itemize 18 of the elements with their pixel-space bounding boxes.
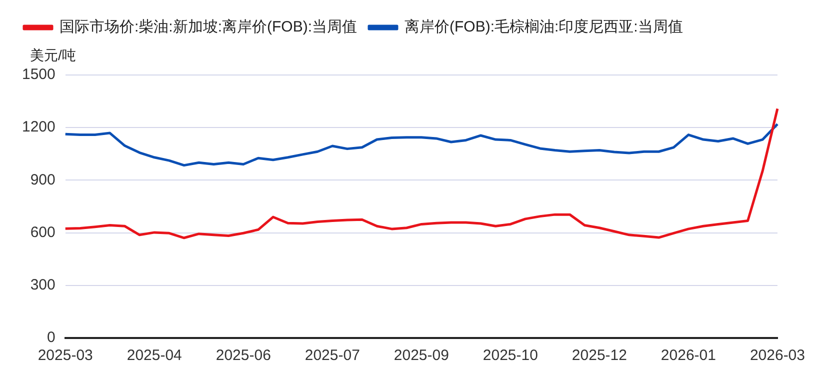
x-tick-label: 2026-03 bbox=[750, 347, 806, 364]
y-tick-label: 900 bbox=[30, 171, 56, 188]
y-tick-label: 600 bbox=[30, 224, 56, 241]
x-tick-label: 2025-06 bbox=[216, 347, 271, 364]
x-tick-label: 2025-12 bbox=[572, 347, 627, 364]
legend-label: 离岸价(FOB):毛棕榈油:印度尼西亚:当周值 bbox=[404, 18, 683, 36]
legend-label: 国际市场价:柴油:新加坡:离岸价(FOB):当周值 bbox=[60, 18, 357, 36]
y-axis-title: 美元/吨 bbox=[30, 46, 76, 63]
x-tick-label: 2025-10 bbox=[482, 347, 538, 364]
x-tick-label: 2025-07 bbox=[304, 347, 360, 364]
y-tick-label: 1200 bbox=[22, 118, 56, 136]
x-tick-label: 2025-03 bbox=[38, 347, 93, 364]
x-tick-label: 2025-09 bbox=[394, 347, 449, 364]
x-tick-label: 2025-04 bbox=[126, 347, 182, 364]
y-tick-label: 300 bbox=[30, 276, 56, 294]
y-tick-label: 0 bbox=[47, 329, 56, 346]
x-tick-label: 2026-01 bbox=[660, 347, 716, 364]
y-tick-label: 1500 bbox=[22, 66, 56, 84]
